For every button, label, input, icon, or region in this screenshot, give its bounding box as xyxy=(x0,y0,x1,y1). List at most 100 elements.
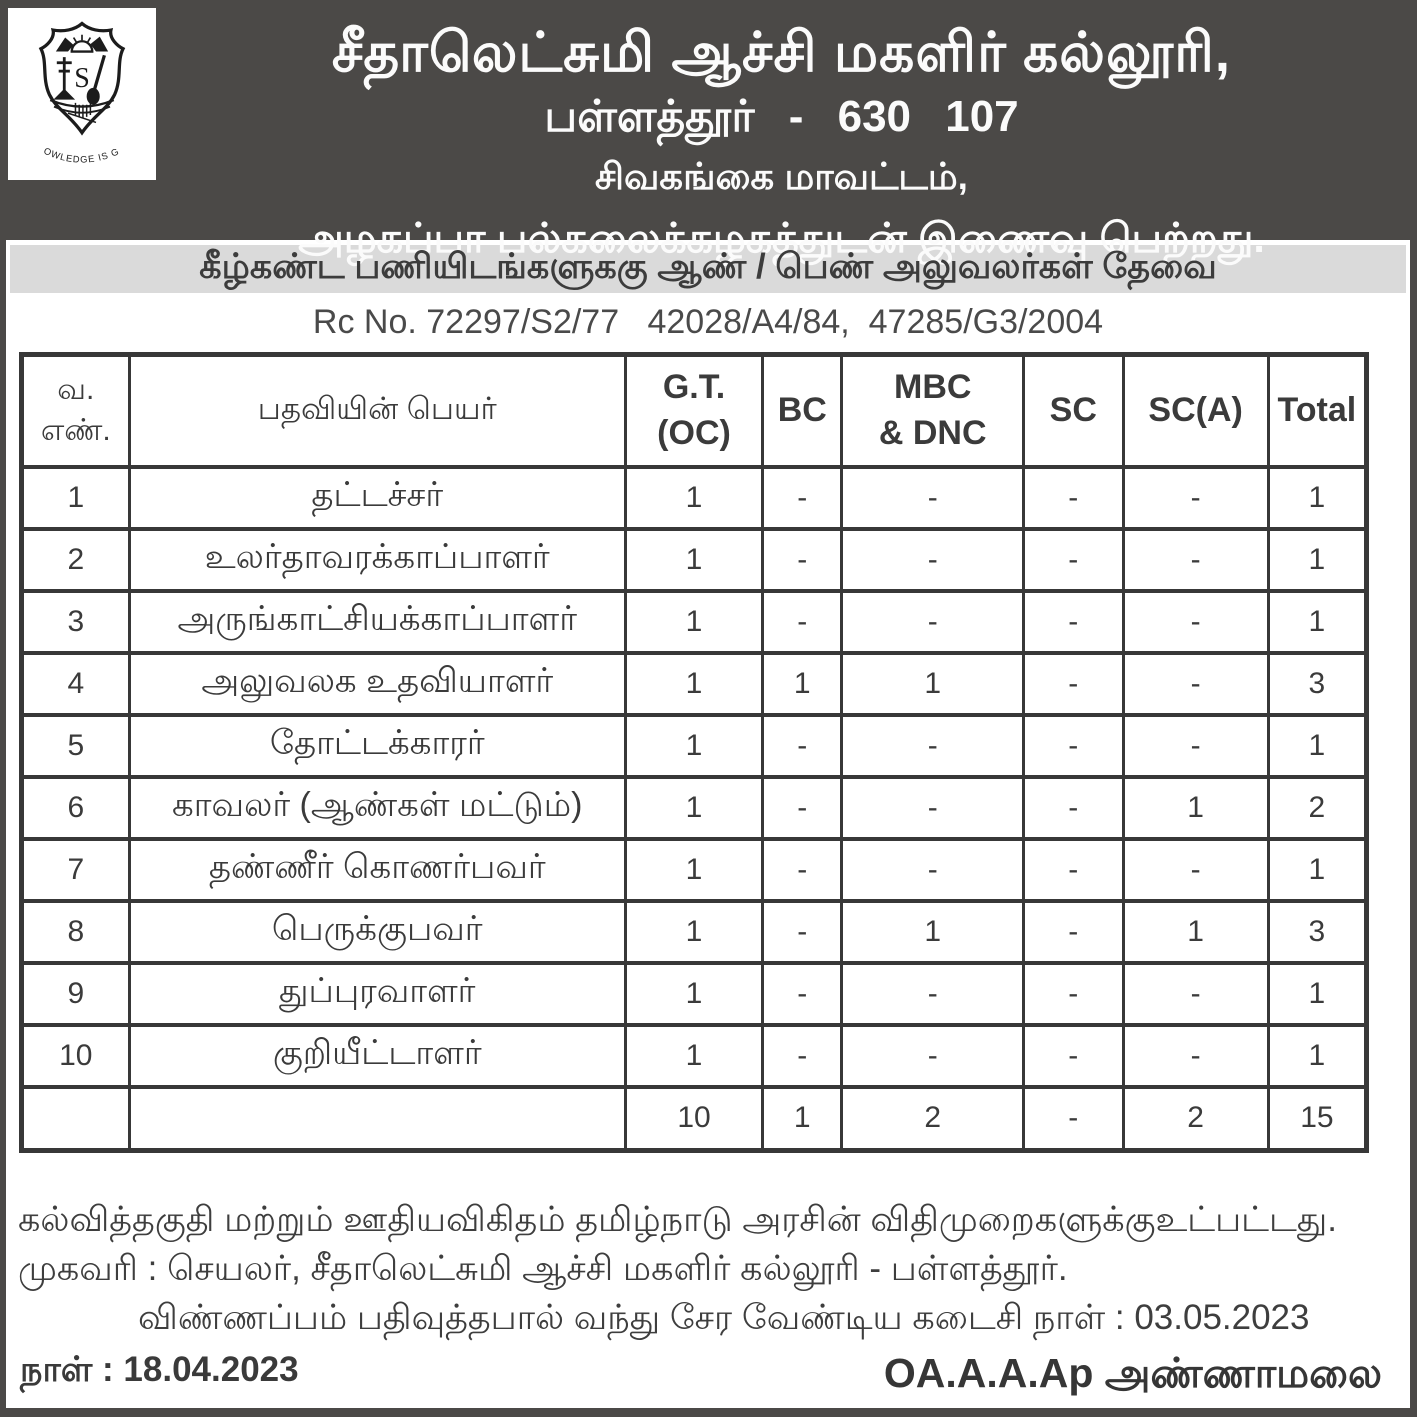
cell-total: 1 xyxy=(1266,464,1369,531)
table-row: 4 அலுவலக உதவியாளர் 1 1 1 - - 3 xyxy=(20,650,1369,717)
cell-total-gt: 10 xyxy=(623,1084,765,1153)
cell-total: 1 xyxy=(1266,836,1369,903)
cell-sc: - xyxy=(1022,526,1125,593)
cell-sca: - xyxy=(1121,960,1270,1027)
cell-bc: 1 xyxy=(761,650,844,717)
signatory-name: OA.A.A.Ap அண்ணாமலை xyxy=(883,1350,1382,1396)
cell-gt: 1 xyxy=(623,774,765,841)
footer-notes: கல்வித்தகுதி மற்றும் ஊதியவிகிதம் தமிழ்நா… xyxy=(18,1195,1398,1417)
cell-bc: - xyxy=(761,774,844,841)
cell-mbc: - xyxy=(840,960,1025,1027)
cell-total: 1 xyxy=(1266,960,1369,1027)
cell-post-name: தட்டச்சர் xyxy=(127,464,627,531)
cell-sno: 7 xyxy=(20,836,131,903)
table-total-row: 10 1 2 - 2 15 xyxy=(20,1084,1369,1153)
cell-total: 1 xyxy=(1266,588,1369,655)
cell-post-name: தோட்டக்காரர் xyxy=(127,712,627,779)
cell-gt: 1 xyxy=(623,1022,765,1089)
college-name: சீதாலெட்சுமி ஆச்சி மகளிர் கல்லூரி, xyxy=(331,21,1232,83)
address-note: முகவரி : செயலர், சீதாலெட்சுமி ஆச்சி மகளி… xyxy=(18,1249,1068,1288)
cell-sc: - xyxy=(1022,960,1125,1027)
cell-sno: 5 xyxy=(20,712,131,779)
cell-gt: 1 xyxy=(623,836,765,903)
sun-rays-icon xyxy=(72,34,92,43)
table-row: 6 காவலர் (ஆண்கள் மட்டும்) 1 - - - 1 2 xyxy=(20,774,1369,841)
table-row: 10 குறியீட்டாளர் 1 - - - - 1 xyxy=(20,1022,1369,1089)
cell-gt: 1 xyxy=(623,526,765,593)
cell-total-sca: 2 xyxy=(1121,1084,1270,1153)
cell-total-bc: 1 xyxy=(761,1084,844,1153)
signature-block: OA.A.A.Ap அண்ணாமலை செயலர் xyxy=(883,1350,1382,1417)
cell-sno: 10 xyxy=(20,1022,131,1089)
cell-total: 1 xyxy=(1266,712,1369,779)
col-post-name: பதவியின் பெயர் xyxy=(127,352,627,469)
deadline-note: விண்ணப்பம் பதிவுத்தபால் வந்து சேர வேண்டி… xyxy=(138,1298,1310,1337)
cell-sno: 8 xyxy=(20,898,131,965)
cell-post-name: பெருக்குபவர் xyxy=(127,898,627,965)
cell-bc: - xyxy=(761,960,844,1027)
table-row: 3 அருங்காட்சியக்காப்பாளர் 1 - - - - 1 xyxy=(20,588,1369,655)
table-row: 2 உலர்தாவரக்காப்பாளர் 1 - - - - 1 xyxy=(20,526,1369,593)
cell-sca: - xyxy=(1121,1022,1270,1089)
cell-bc: - xyxy=(761,712,844,779)
table-row: 1 தட்டச்சர் 1 - - - - 1 xyxy=(20,464,1369,531)
logo-letter: S xyxy=(74,63,90,94)
band-upper xyxy=(49,98,115,108)
cell-sc: - xyxy=(1022,898,1125,965)
col-gt-oc: G.T. (OC) xyxy=(623,352,765,469)
table-row: 5 தோட்டக்காரர் 1 - - - - 1 xyxy=(20,712,1369,779)
cell-bc: - xyxy=(761,464,844,531)
cell-sno: 2 xyxy=(20,526,131,593)
cell-post-name: அலுவலக உதவியாளர் xyxy=(127,650,627,717)
cell-total: 3 xyxy=(1266,650,1369,717)
signatory-designation: செயலர் xyxy=(884,1411,1382,1417)
college-district: சிவகங்கை மாவட்டம், xyxy=(595,155,968,197)
col-total: Total xyxy=(1266,352,1369,469)
shield-outline xyxy=(38,21,126,136)
notice-body: கீழ்கண்ட பணியிடங்களுககு ஆண் / பெண் அலுவல… xyxy=(0,240,1417,1417)
cell-sca: 1 xyxy=(1121,774,1270,841)
logo-motto: KNOWLEDGE IS GOD xyxy=(12,11,121,165)
lamp-icon xyxy=(53,57,76,100)
col-mbc-dnc: MBC & DNC xyxy=(840,352,1025,469)
cell-empty xyxy=(127,1084,627,1153)
crest-icon: S KNOWLEDGE IS GOD xyxy=(12,11,126,165)
cell-mbc: - xyxy=(840,1022,1025,1089)
col-serial: வ. எண். xyxy=(20,352,131,469)
masthead: S KNOWLEDGE IS GOD ச xyxy=(0,0,1417,261)
cell-bc: - xyxy=(761,526,844,593)
masthead-text: சீதாலெட்சுமி ஆச்சி மகளிர் கல்லூரி, பள்ளத… xyxy=(156,8,1407,261)
gopuram-hatch-icon xyxy=(67,102,97,124)
sun-icon xyxy=(70,40,94,53)
cell-mbc: 1 xyxy=(840,650,1025,717)
cell-total: 1 xyxy=(1266,526,1369,593)
cell-post-name: தண்ணீர் கொணர்பவர் xyxy=(127,836,627,903)
cell-sc: - xyxy=(1022,774,1125,841)
cell-total-sc: - xyxy=(1022,1084,1125,1153)
cell-sca: - xyxy=(1121,650,1270,717)
college-address: பள்ளத்தூர் - 630 107 xyxy=(544,91,1019,141)
cell-bc: - xyxy=(761,836,844,903)
cell-gt: 1 xyxy=(623,960,765,1027)
col-bc: BC xyxy=(761,352,844,469)
col-sca: SC(A) xyxy=(1121,352,1270,469)
college-logo: S KNOWLEDGE IS GOD xyxy=(8,8,156,180)
cell-sno: 9 xyxy=(20,960,131,1027)
table-row: 7 தண்ணீர் கொணர்பவர் 1 - - - - 1 xyxy=(20,836,1369,903)
cell-mbc: - xyxy=(840,836,1025,903)
cell-gt: 1 xyxy=(623,464,765,531)
table-row: 8 பெருக்குபவர் 1 - 1 - 1 3 xyxy=(20,898,1369,965)
cell-mbc: - xyxy=(840,588,1025,655)
cell-sno: 1 xyxy=(20,464,131,531)
cell-mbc: 1 xyxy=(840,898,1025,965)
cell-post-name: அருங்காட்சியக்காப்பாளர் xyxy=(127,588,627,655)
cell-sc: - xyxy=(1022,712,1125,779)
cell-gt: 1 xyxy=(623,588,765,655)
cell-total: 2 xyxy=(1266,774,1369,841)
eligibility-note: கல்வித்தகுதி மற்றும் ஊதியவிகிதம் தமிழ்நா… xyxy=(18,1200,1337,1239)
cell-total: 3 xyxy=(1266,898,1369,965)
table-header-row: வ. எண். பதவியின் பெயர் G.T. (OC) BC MBC & D… xyxy=(20,352,1369,469)
cell-gt: 1 xyxy=(623,898,765,965)
vacancy-banner: கீழ்கண்ட பணியிடங்களுககு ஆண் / பெண் அலுவல… xyxy=(10,245,1406,293)
table-row: 9 துப்புரவாளர் 1 - - - - 1 xyxy=(20,960,1369,1027)
